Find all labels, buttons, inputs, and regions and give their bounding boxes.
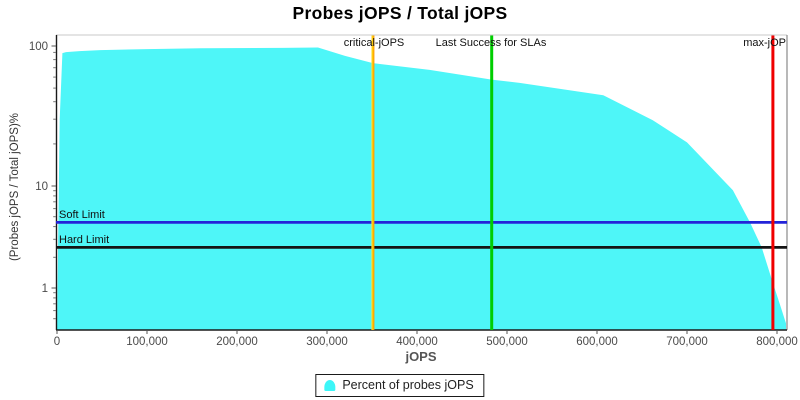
x-tick-label: 400,000	[396, 336, 438, 348]
probes-area	[57, 47, 786, 330]
chart-title: Probes jOPS / Total jOPS	[292, 3, 508, 23]
marker-lines-group	[56, 35, 787, 330]
x-tick-label: 800,000	[756, 336, 798, 348]
x-tick-label: 600,000	[576, 336, 618, 348]
y-tick-label: 10	[35, 181, 48, 193]
x-tick-label: 500,000	[486, 336, 528, 348]
legend: Percent of probes jOPS	[315, 374, 485, 397]
x-tick-label: 300,000	[306, 336, 348, 348]
soft-limit-label: Soft Limit	[59, 209, 105, 221]
x-axis-label: jOPS	[404, 349, 436, 364]
legend-label: Percent of probes jOPS	[342, 378, 474, 392]
area-swatch-icon	[324, 379, 336, 391]
last-success-label: Last Success for SLAs	[436, 37, 547, 49]
critical-jops-line	[371, 35, 375, 330]
y-axis-label: (Probes jOPS / Total jOPS)%	[9, 113, 21, 261]
x-tick-label: 200,000	[216, 336, 258, 348]
y-tick-label: 1	[42, 283, 48, 295]
x-tick-label: 0	[54, 336, 60, 348]
series-area-group	[57, 47, 786, 330]
x-tick-label: 100,000	[126, 336, 168, 348]
x-tick-label: 700,000	[666, 336, 708, 348]
y-tick-label: 100	[29, 41, 48, 53]
ticks-group: 0 100,000 200,000 300,000 400,000 500,000 600,…	[29, 41, 798, 348]
critical-jops-label: critical-jOPS	[344, 37, 405, 49]
hard-limit-label: Hard Limit	[59, 234, 109, 246]
max-jops-label: max-jOP	[743, 37, 786, 49]
